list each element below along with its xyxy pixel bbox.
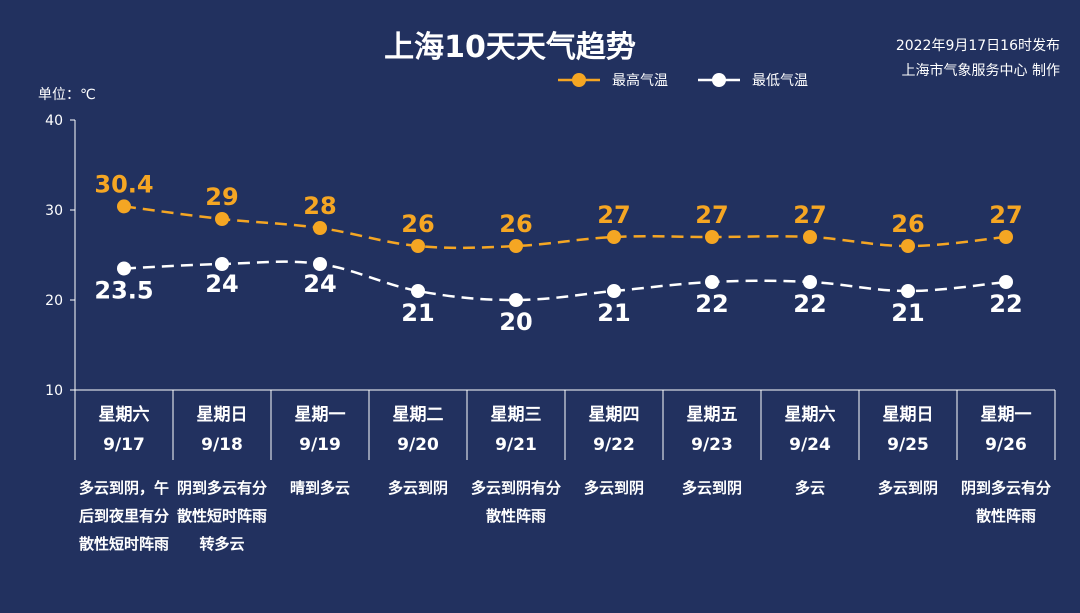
y-tick-label: 30 [45,203,63,219]
data-point-high [705,230,719,244]
data-label-low: 20 [499,308,532,336]
data-point-low [411,284,425,298]
weekday-label: 星期二 [392,405,444,425]
data-label-low: 21 [891,299,924,327]
forecast-day: 星期六 9/17 多云到阴，午后到夜里有分散性短时阵雨 [75,392,173,558]
legend: 最高气温 最低气温 [558,70,808,90]
data-point-low [117,261,131,276]
data-point-high [509,239,523,253]
legend-swatch-low [698,73,740,87]
data-point-high [607,230,621,244]
y-axis-unit-label: 单位：℃ [38,87,96,103]
date-label: 9/20 [397,435,439,455]
forecast-day: 星期三 9/21 多云到阴有分散性阵雨 [467,392,565,530]
weekday-label: 星期三 [490,405,542,425]
forecast-day: 星期四 9/22 多云到阴 [565,392,663,502]
date-label: 9/25 [887,435,929,455]
date-label: 9/19 [299,435,341,455]
weekday-label: 星期六 [784,405,836,425]
issue-time: 2022年9月17日16时发布 [895,38,1060,54]
data-label-low: 24 [205,270,238,298]
data-label-low: 22 [695,290,728,318]
data-point-high [313,221,327,235]
weather-description: 多云到阴 [387,479,448,497]
data-label-high: 28 [303,192,336,220]
weather-description: 多云到阴，午后到夜里有分散性短时阵雨 [79,479,170,553]
data-point-high [803,230,817,244]
y-tick-label: 10 [45,383,63,399]
data-point-low [607,284,621,298]
weekday-label: 星期日 [196,405,248,425]
series-line-high [123,205,1007,250]
data-point-high [901,239,915,253]
issue-info: 2022年9月17日16时发布 上海市气象服务中心 制作 [896,34,1060,84]
weekday-label: 星期日 [882,405,934,425]
data-point-low [803,275,817,289]
data-label-high: 29 [205,183,238,211]
date-label: 9/23 [691,435,733,455]
data-point-low [999,275,1013,289]
y-tick-label: 40 [45,113,63,129]
data-point-low [313,257,327,271]
weather-description: 多云到阴有分散性阵雨 [471,479,562,525]
data-label-high: 27 [597,201,630,229]
weather-description: 多云到阴 [877,479,938,497]
legend-label-low: 最低气温 [752,73,808,89]
data-label-low: 21 [597,299,630,327]
date-label: 9/24 [789,435,831,455]
data-point-high [117,199,131,214]
forecast-day: 星期一 9/19 晴到多云 [271,392,369,502]
data-point-high [215,212,229,226]
forecast-day: 星期六 9/24 多云 [761,392,859,502]
data-point-low [509,293,523,307]
chart-title: 上海10天天气趋势 [384,30,636,65]
data-point-low [705,275,719,289]
data-label-low: 24 [303,270,336,298]
forecast-day: 星期五 9/23 多云到阴 [663,392,761,502]
data-point-high [411,239,425,253]
data-point-low [901,284,915,298]
weather-description: 多云到阴 [583,479,644,497]
forecast-day: 星期二 9/20 多云到阴 [369,392,467,502]
date-label: 9/17 [103,435,145,455]
series-line-low [123,260,1007,302]
data-point-high [999,230,1013,244]
issuer: 上海市气象服务中心 制作 [901,63,1060,79]
data-label-high: 26 [891,210,924,238]
data-label-low: 22 [989,290,1022,318]
legend-swatch-high [558,73,600,87]
date-label: 9/21 [495,435,537,455]
weather-description: 阴到多云有分散性阵雨 [961,479,1052,525]
data-label-high: 27 [695,201,728,229]
legend-item-high: 最高气温 [558,70,668,90]
data-label-low: 22 [793,290,826,318]
data-label-high: 27 [989,201,1022,229]
weekday-label: 星期一 [294,405,346,425]
date-label: 9/18 [201,435,243,455]
forecast-day: 星期日 9/18 阴到多云有分散性短时阵雨转多云 [173,392,271,558]
weather-description: 多云 [794,479,825,497]
data-label-high: 26 [499,210,532,238]
forecast-day: 星期一 9/26 阴到多云有分散性阵雨 [957,392,1055,530]
weather-description: 阴到多云有分散性短时阵雨转多云 [177,479,268,553]
data-point-low [215,257,229,271]
data-label-high: 27 [793,201,826,229]
legend-label-high: 最高气温 [612,73,668,89]
weekday-label: 星期四 [588,405,640,425]
weekday-label: 星期五 [686,405,738,425]
weather-description: 晴到多云 [289,479,350,497]
forecast-day: 星期日 9/25 多云到阴 [859,392,957,502]
y-tick-label: 20 [45,293,63,309]
date-label: 9/26 [985,435,1027,455]
weather-description: 多云到阴 [681,479,742,497]
data-label-low: 21 [401,299,434,327]
weekday-label: 星期六 [98,405,150,425]
data-label-high: 30.4 [94,170,153,198]
data-label-high: 26 [401,210,434,238]
legend-item-low: 最低气温 [698,70,808,90]
date-label: 9/22 [593,435,635,455]
data-label-low: 23.5 [94,277,153,305]
weekday-label: 星期一 [980,405,1032,425]
